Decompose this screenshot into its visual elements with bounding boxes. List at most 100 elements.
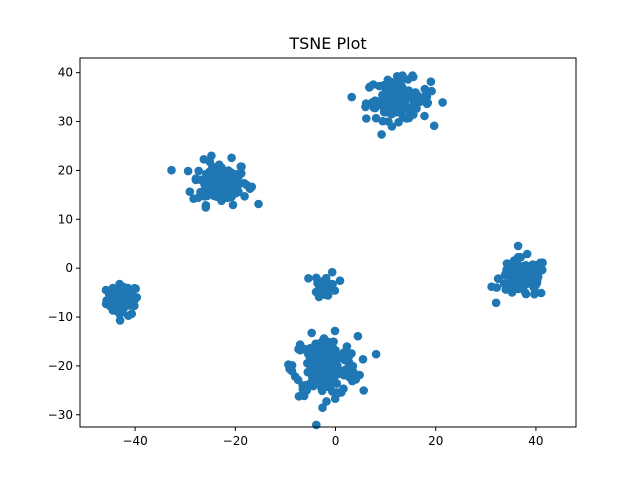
scatter-point <box>207 171 217 181</box>
x-tick-label: −20 <box>223 434 248 448</box>
scatter-point <box>318 380 328 390</box>
scatter-point <box>254 199 263 209</box>
scatter-point <box>371 349 381 359</box>
scatter-point <box>315 284 324 294</box>
scatter-point <box>408 101 418 110</box>
scatter-point <box>402 114 411 123</box>
plot-frame <box>79 57 577 428</box>
scatter-point <box>327 358 337 368</box>
scatter-point <box>521 289 531 299</box>
scatter-point <box>326 379 336 389</box>
scatter-point <box>240 192 249 201</box>
x-tick-label: 40 <box>528 434 543 448</box>
scatter-point <box>101 285 111 295</box>
scatter-point <box>167 165 176 175</box>
scatter-point <box>312 420 321 430</box>
scatter-point <box>429 121 439 131</box>
scatter-point <box>322 397 331 406</box>
scatter-point <box>199 155 209 164</box>
scatter-point <box>327 342 337 351</box>
chart-title: TSNE Plot <box>288 34 366 53</box>
scatter-point <box>387 122 397 131</box>
scatter-point <box>330 326 340 336</box>
scatter-point <box>532 276 542 285</box>
y-tick-label: 40 <box>58 66 73 80</box>
scatter-point <box>212 192 222 202</box>
scatter-point <box>307 328 317 338</box>
scatter-point <box>387 99 396 108</box>
scatter-point <box>228 200 238 210</box>
scatter-point <box>387 80 397 89</box>
scatter-point <box>118 307 127 317</box>
scatter-point <box>362 114 371 123</box>
scatter-point <box>201 203 211 212</box>
scatter-point <box>183 166 193 176</box>
scatter-point <box>391 107 401 116</box>
scatter-point <box>506 267 516 277</box>
scatter-point <box>332 388 342 397</box>
scatter-point <box>295 345 305 355</box>
scatter-point <box>319 334 329 343</box>
y-tick-label: 10 <box>58 212 73 226</box>
scatter-point <box>379 107 389 117</box>
scatter-point <box>185 187 195 196</box>
scatter-point <box>420 111 429 121</box>
axis-ticks: −40 −20 0 20 40 −30 −20 −10 0 10 20 30 40 <box>48 66 544 448</box>
scatter-point <box>511 261 521 271</box>
scatter-point <box>353 331 363 341</box>
scatter-point <box>404 86 414 95</box>
scatter-point <box>301 385 311 395</box>
scatter-point <box>293 375 303 385</box>
scatter-point <box>247 182 257 192</box>
scatter-point <box>312 273 321 283</box>
scatter-point <box>375 81 384 91</box>
scatter-point <box>304 274 313 283</box>
scatter-point <box>426 77 436 86</box>
scatter-point <box>239 178 249 188</box>
y-tick-label: −10 <box>48 310 73 324</box>
scatter-point <box>314 344 324 353</box>
scatter-points <box>101 71 547 430</box>
scatter-point <box>422 92 432 102</box>
scatter-point <box>236 162 246 171</box>
scatter-point <box>368 98 377 107</box>
x-tick-label: 20 <box>428 434 443 448</box>
scatter-point <box>358 355 368 364</box>
scatter-point <box>528 260 537 269</box>
scatter-point <box>303 358 312 368</box>
y-tick-label: −20 <box>48 359 73 373</box>
scatter-point <box>317 360 326 370</box>
scatter-point <box>536 288 546 298</box>
y-tick-label: 20 <box>58 163 73 177</box>
y-tick-label: 0 <box>65 261 73 275</box>
scatter-point <box>438 98 447 107</box>
scatter-point <box>318 403 327 413</box>
scatter-point <box>344 350 354 359</box>
scatter-point <box>326 349 336 359</box>
scatter-point <box>521 261 531 270</box>
scatter-point <box>119 282 128 292</box>
scatter-point <box>313 373 322 383</box>
scatter-point <box>220 169 229 179</box>
scatter-point <box>227 153 236 163</box>
scatter-point <box>508 280 517 290</box>
scatter-point <box>537 259 546 269</box>
scatter-point <box>422 86 431 96</box>
scatter-point <box>306 347 316 357</box>
scatter-point <box>393 95 403 104</box>
scatter-point <box>365 82 375 91</box>
scatter-point <box>120 293 129 303</box>
scatter-point <box>359 386 369 395</box>
scatter-point <box>380 99 390 109</box>
scatter-point <box>287 366 297 376</box>
scatter-point <box>223 192 232 202</box>
x-tick-label: −40 <box>122 434 147 448</box>
scatter-point <box>493 274 503 284</box>
scatter-point <box>111 296 121 305</box>
scatter-point <box>397 88 406 97</box>
scatter-point <box>530 284 539 293</box>
scatter-point <box>377 130 386 139</box>
scatter-point <box>523 279 532 288</box>
scatter-point <box>328 373 337 382</box>
